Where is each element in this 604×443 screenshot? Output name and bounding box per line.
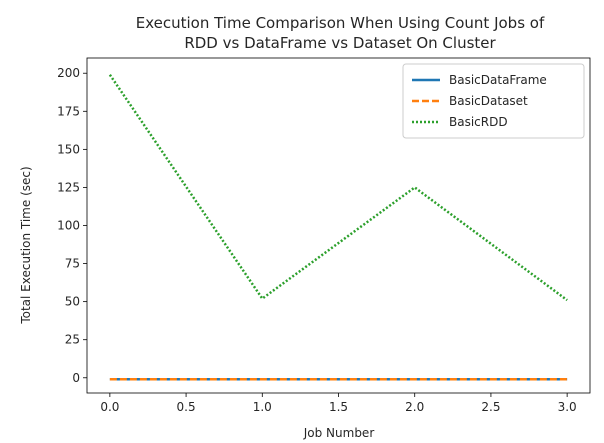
- chart-title-line-2: RDD vs DataFrame vs Dataset On Cluster: [184, 34, 496, 52]
- x-axis-label: Job Number: [303, 426, 375, 440]
- y-tick-label-7: 175: [57, 104, 80, 118]
- x-tick-label-1: 0.5: [177, 400, 196, 414]
- x-tick-label-0: 0.0: [100, 400, 119, 414]
- y-tick-label-4: 100: [57, 219, 80, 233]
- x-tick-label-3: 1.5: [329, 400, 348, 414]
- legend: BasicDataFrame BasicDataset BasicRDD: [402, 63, 585, 139]
- legend-label-1: BasicDataset: [449, 94, 528, 108]
- y-tick-label-2: 50: [65, 295, 80, 309]
- legend-label-0: BasicDataFrame: [449, 73, 547, 87]
- legend-label-2: BasicRDD: [449, 115, 508, 129]
- y-tick-label-6: 150: [57, 142, 80, 156]
- y-tick-label-3: 75: [65, 257, 80, 271]
- x-tick-label-6: 3.0: [558, 400, 577, 414]
- series-line-BasicRDD: [108, 74, 568, 302]
- y-tick-label-5: 125: [57, 180, 80, 194]
- y-tick-label-8: 200: [57, 66, 80, 80]
- y-tick-label-0: 0: [72, 371, 80, 385]
- axis-ticks: 0.0 0.5 1.0 1.5 2.0 2.5 3.0 0 25 50 75 100 125 150 175…: [57, 66, 577, 414]
- y-tick-label-1: 25: [65, 333, 80, 347]
- x-tick-label-4: 2.0: [405, 400, 424, 414]
- plot-area: [108, 74, 568, 381]
- x-tick-label-2: 1.0: [253, 400, 272, 414]
- x-tick-label-5: 2.5: [481, 400, 500, 414]
- legend-box: [402, 63, 585, 139]
- chart-title-line-1: Execution Time Comparison When Using Cou…: [136, 14, 545, 32]
- y-axis-label: Total Execution Time (sec): [19, 166, 33, 324]
